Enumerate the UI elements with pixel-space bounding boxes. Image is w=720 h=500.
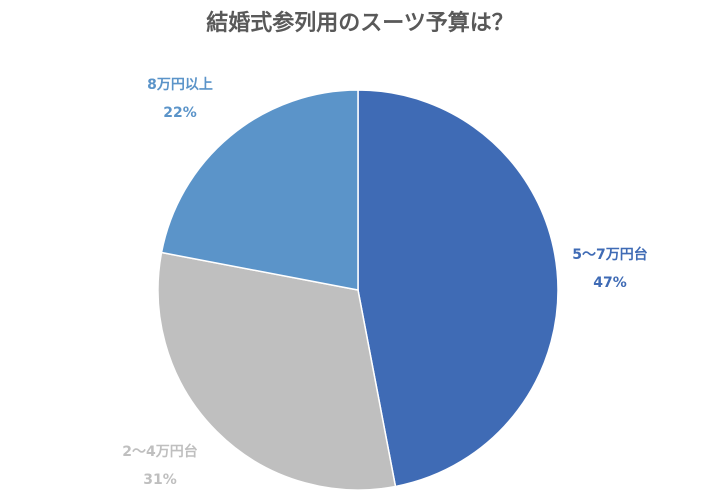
pie-slice (157, 251, 397, 491)
pie-slice (357, 89, 559, 488)
slice-value-label: 47% (593, 275, 627, 291)
slice-category-label: 2〜4万円台 (122, 443, 197, 460)
slice-value-label: 22% (163, 105, 197, 121)
pie-slice (160, 89, 359, 291)
slice-category-label: 8万円以上 (147, 77, 213, 93)
chart-title: 結婚式参列用のスーツ予算は？ (206, 10, 514, 36)
slice-value-label: 31% (143, 472, 177, 488)
slice-category-label: 5〜7万円台 (572, 246, 647, 263)
